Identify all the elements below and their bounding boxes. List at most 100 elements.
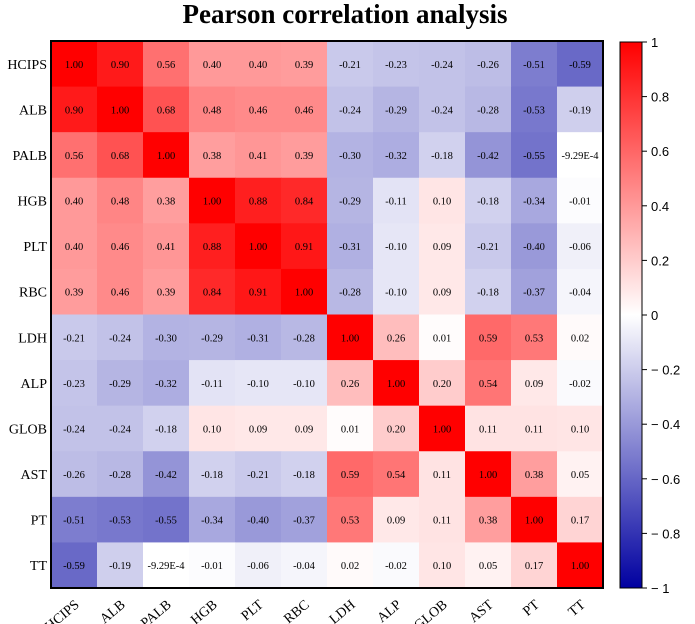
heatmap-cell: [327, 177, 374, 224]
colorbar-tick-label: 0.6: [651, 144, 669, 159]
heatmap-cell-label: 0.11: [479, 424, 497, 435]
heatmap-cell: [143, 41, 190, 88]
heatmap-cell: [373, 41, 420, 88]
heatmap-cell-label: -0.10: [385, 288, 407, 299]
heatmap-cell: [143, 451, 190, 498]
heatmap-cell: [281, 41, 328, 88]
heatmap-cell: [281, 405, 328, 452]
heatmap-cell: [189, 132, 236, 179]
heatmap-cell-label: -0.37: [293, 516, 315, 527]
heatmap-cell-labels: 1.00 0.90 0.56 0.40 0.40 0.39 -0.21 -0.23 -0.24 -…: [63, 60, 599, 572]
heatmap-cell: [143, 405, 190, 452]
heatmap-cell-label: -0.32: [385, 151, 407, 162]
heatmap-cell-label: -0.34: [523, 197, 546, 208]
heatmap-cell: [97, 132, 144, 179]
heatmap-cell: [511, 132, 558, 179]
heatmap-cell-label: 0.40: [65, 242, 83, 253]
heatmap-cell-label: -9.29E-4: [147, 561, 185, 572]
heatmap-cell-label: -0.18: [293, 470, 315, 481]
heatmap-cell: [235, 223, 282, 270]
heatmap-cell: [557, 177, 604, 224]
heatmap-cell: [557, 360, 604, 407]
row-label: LDH: [18, 331, 47, 346]
heatmap-cell: [419, 268, 466, 315]
heatmap-cell-label: 0.48: [111, 197, 129, 208]
heatmap-cell-label: 0.11: [433, 470, 451, 481]
heatmap-cell-label: -0.29: [385, 105, 407, 116]
heatmap-cell: [281, 542, 328, 589]
heatmap-cell-label: -0.28: [339, 288, 361, 299]
heatmap-cell: [511, 496, 558, 543]
heatmap-cell: [235, 177, 282, 224]
heatmap-cell-label: -0.29: [109, 379, 131, 390]
heatmap-cell-label: -0.23: [63, 379, 85, 390]
column-axis-labels: HCIPS ALB PALB HGB PLT RBC LDH ALP GLOB AST PT TT: [43, 597, 589, 624]
heatmap-cell-label: 0.09: [249, 424, 267, 435]
heatmap-cell: [97, 223, 144, 270]
heatmap-cell-label: -0.19: [109, 561, 131, 572]
heatmap-cell-label: 0.02: [571, 333, 589, 344]
heatmap-cell: [557, 132, 604, 179]
heatmap-cell: [189, 451, 236, 498]
heatmap-cell-label: -0.53: [523, 105, 545, 116]
heatmap-cell-label: -0.04: [293, 561, 316, 572]
heatmap-cell: [511, 360, 558, 407]
heatmap-cell: [557, 405, 604, 452]
heatmap-cell-label: -0.18: [431, 151, 453, 162]
heatmap-cell: [327, 542, 374, 589]
heatmap-cell: [51, 314, 98, 361]
heatmap-cell: [557, 223, 604, 270]
heatmap-cell: [97, 86, 144, 133]
heatmap-cell: [327, 360, 374, 407]
colorbar-ticks: 1 0.8 0.6 0.4 0.2 0 − 0.2 − 0.4 − 0.6 − 0.8 − 1: [642, 35, 680, 596]
heatmap-border: [50, 40, 604, 589]
heatmap-cell: [373, 405, 420, 452]
heatmap-cell-label: -0.23: [385, 60, 407, 71]
heatmap-cell-label: -0.28: [109, 470, 131, 481]
heatmap-cell: [419, 41, 466, 88]
heatmap-cell: [419, 223, 466, 270]
heatmap-cell-label: 0.56: [157, 60, 175, 71]
heatmap-cell-label: -0.02: [385, 561, 407, 572]
heatmap-cell: [465, 86, 512, 133]
heatmap-cell: [327, 223, 374, 270]
heatmap-cell-label: 1.00: [295, 288, 313, 299]
heatmap-cell: [373, 268, 420, 315]
heatmap-cell-label: -0.55: [155, 516, 177, 527]
heatmap-cell-label: 0.68: [157, 105, 175, 116]
heatmap-cell: [511, 86, 558, 133]
heatmap-cell-label: 0.10: [433, 197, 451, 208]
colorbar-tick-label: − 0.4: [651, 417, 680, 432]
heatmap-cell-label: 0.01: [341, 424, 359, 435]
heatmap-cell-label: -0.24: [109, 333, 132, 344]
heatmap-cell-label: -9.29E-4: [561, 151, 599, 162]
heatmap-cell-label: -0.42: [155, 470, 177, 481]
colorbar-tick-label: 0.2: [651, 253, 669, 268]
heatmap-cell-label: -0.26: [477, 60, 499, 71]
heatmap-cell: [557, 496, 604, 543]
column-label: RBC: [281, 598, 312, 624]
heatmap-cell-label: 1.00: [479, 470, 497, 481]
heatmap-cell: [51, 360, 98, 407]
heatmap-cell-label: 0.84: [295, 197, 314, 208]
heatmap-cell: [143, 496, 190, 543]
heatmap-cell-label: -0.42: [477, 151, 499, 162]
heatmap-cell: [511, 314, 558, 361]
heatmap-cell-label: -0.31: [339, 242, 361, 253]
heatmap-cell: [281, 223, 328, 270]
row-label: HCIPS: [7, 58, 47, 73]
heatmap-cell-label: 0.39: [65, 288, 83, 299]
heatmap-cell-label: 0.48: [203, 105, 221, 116]
heatmap-cell-label: -0.02: [569, 379, 591, 390]
heatmap-cell-label: 0.11: [433, 516, 451, 527]
heatmap-cell-label: 0.09: [433, 242, 451, 253]
heatmap-cell: [189, 177, 236, 224]
heatmap-cell-label: 0.38: [525, 470, 543, 481]
heatmap-cell-label: 1.00: [157, 151, 175, 162]
heatmap-cell-label: 0.91: [249, 288, 267, 299]
heatmap-cell: [419, 405, 466, 452]
heatmap-cell: [51, 177, 98, 224]
heatmap-cell: [235, 360, 282, 407]
colorbar-tick-label: − 0.6: [651, 472, 680, 487]
column-label: AST: [467, 597, 497, 624]
